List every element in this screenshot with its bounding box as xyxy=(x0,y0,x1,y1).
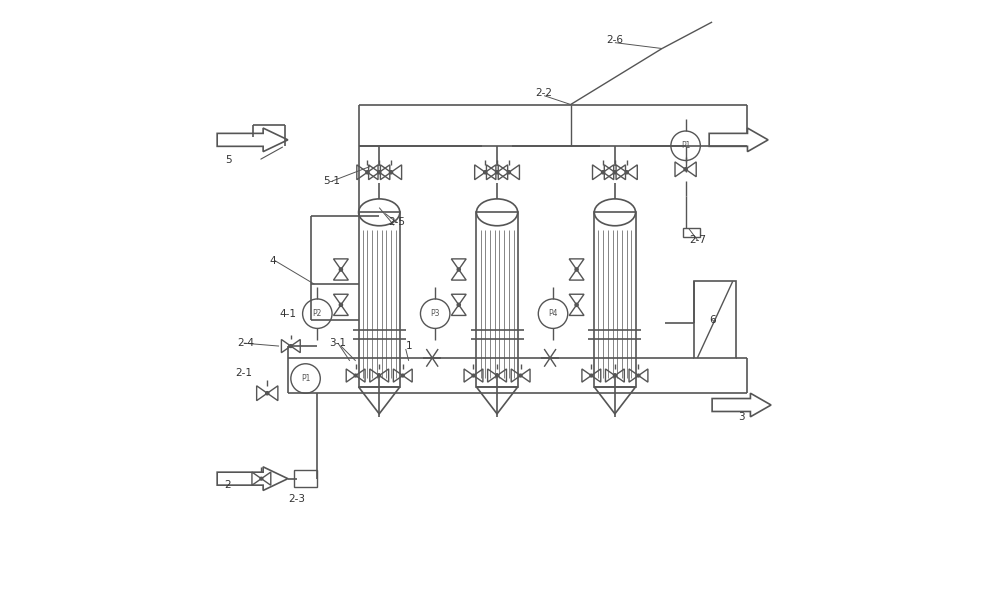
Circle shape xyxy=(625,170,628,174)
Circle shape xyxy=(613,374,616,377)
Text: 2-5: 2-5 xyxy=(388,217,405,227)
Text: 2: 2 xyxy=(224,480,231,490)
Text: P2: P2 xyxy=(313,309,322,318)
Circle shape xyxy=(401,374,404,377)
Circle shape xyxy=(339,268,343,271)
Circle shape xyxy=(637,374,640,377)
Text: 2-4: 2-4 xyxy=(237,338,254,348)
Text: 2-2: 2-2 xyxy=(536,88,553,98)
Bar xyxy=(359,213,400,387)
Circle shape xyxy=(484,170,487,174)
Circle shape xyxy=(366,170,369,174)
Text: 2-6: 2-6 xyxy=(606,35,623,44)
Circle shape xyxy=(575,268,578,271)
Text: 4-1: 4-1 xyxy=(279,308,296,318)
Text: P4: P4 xyxy=(548,309,558,318)
Circle shape xyxy=(496,374,498,377)
Text: 2-1: 2-1 xyxy=(235,368,252,378)
Circle shape xyxy=(519,374,522,377)
Bar xyxy=(683,229,700,237)
Text: 2-7: 2-7 xyxy=(689,235,706,245)
Bar xyxy=(594,213,636,387)
Circle shape xyxy=(575,303,578,307)
Circle shape xyxy=(260,477,263,480)
Circle shape xyxy=(457,268,460,271)
Text: 3-1: 3-1 xyxy=(329,338,346,348)
Circle shape xyxy=(684,168,687,171)
Bar xyxy=(694,281,736,358)
Text: 1: 1 xyxy=(405,341,412,351)
Circle shape xyxy=(590,374,593,377)
Circle shape xyxy=(389,170,393,174)
Circle shape xyxy=(507,170,510,174)
Text: 2-3: 2-3 xyxy=(288,494,305,504)
Bar xyxy=(476,213,518,387)
Text: P3: P3 xyxy=(430,309,440,318)
Circle shape xyxy=(457,303,460,307)
Text: 5: 5 xyxy=(226,156,232,166)
Circle shape xyxy=(602,170,605,174)
Circle shape xyxy=(339,303,343,307)
Circle shape xyxy=(378,374,381,377)
Text: 5-1: 5-1 xyxy=(324,176,341,186)
Text: 6: 6 xyxy=(709,314,715,324)
Circle shape xyxy=(354,374,357,377)
Text: 4: 4 xyxy=(270,256,276,266)
Text: P1: P1 xyxy=(301,374,310,383)
Bar xyxy=(294,470,317,487)
Text: 3: 3 xyxy=(738,412,745,422)
Circle shape xyxy=(472,374,475,377)
Circle shape xyxy=(495,170,499,174)
Circle shape xyxy=(289,345,292,348)
Circle shape xyxy=(613,170,616,174)
Circle shape xyxy=(378,170,381,174)
Circle shape xyxy=(266,392,269,395)
Text: P1: P1 xyxy=(681,141,690,150)
